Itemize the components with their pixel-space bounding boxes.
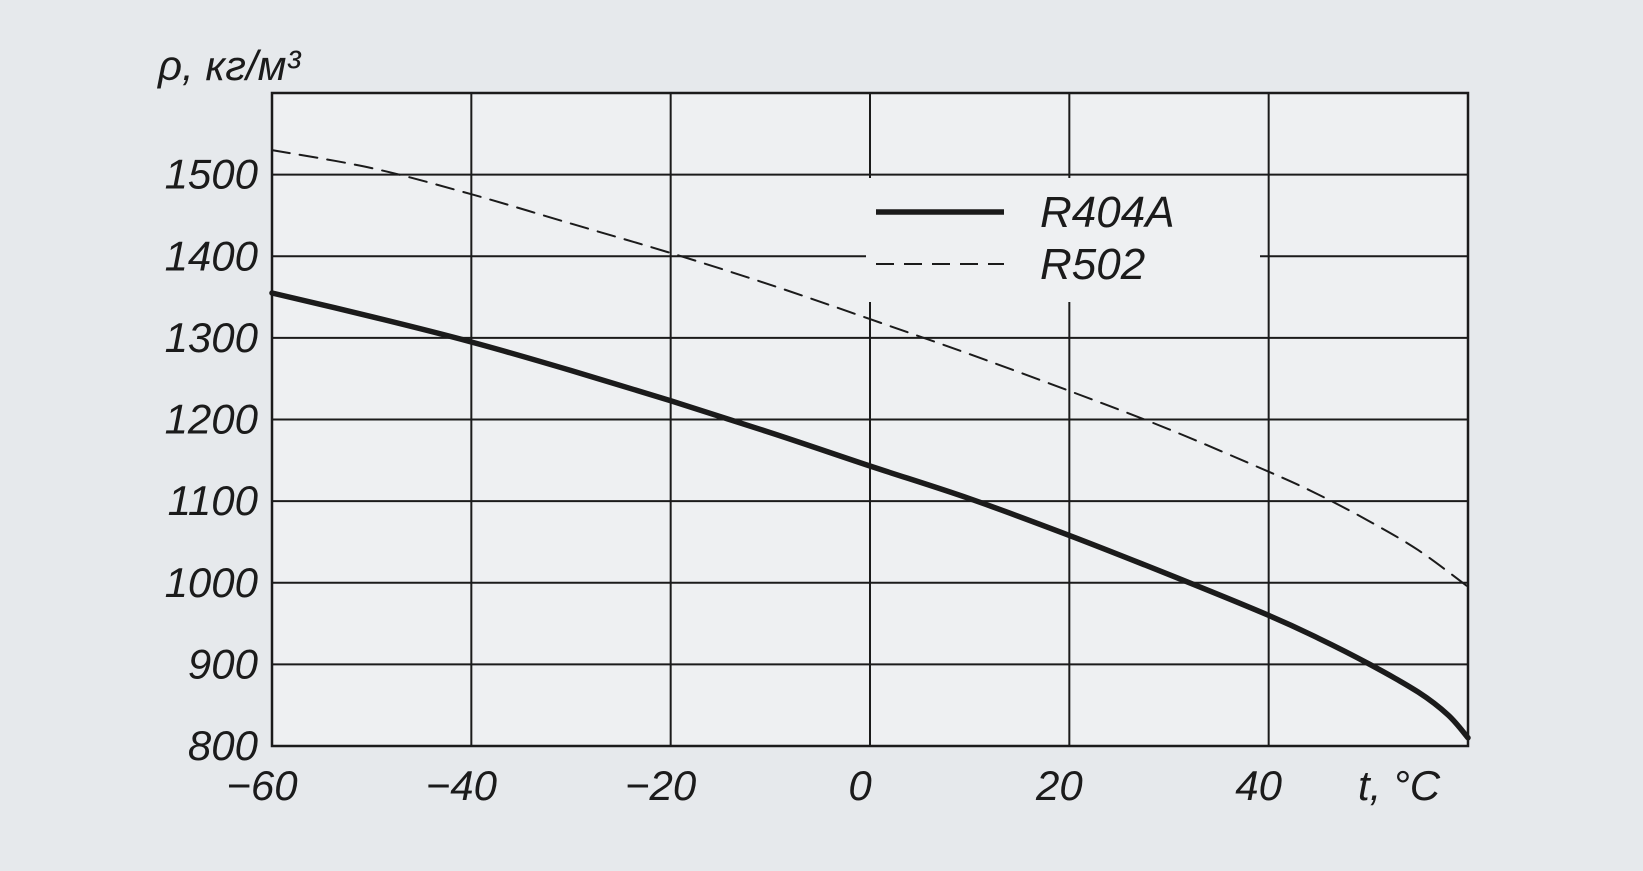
legend-box <box>866 178 1260 302</box>
y-axis-label: ρ, кг/м³ <box>156 42 301 89</box>
x-tick-label: −20 <box>625 762 697 809</box>
x-tick-label: 40 <box>1235 762 1282 809</box>
y-tick-label: 900 <box>188 640 259 687</box>
x-tick-label: −40 <box>426 762 498 809</box>
x-tick-label: 0 <box>848 762 872 809</box>
y-tick-label: 1400 <box>165 232 259 279</box>
y-tick-label: 1200 <box>165 396 259 443</box>
y-tick-label: 1100 <box>168 477 259 524</box>
y-tick-label: 1300 <box>165 314 259 361</box>
legend-label-r502: R502 <box>1040 240 1145 289</box>
y-tick-label: 800 <box>188 722 259 769</box>
y-tick-label: 1500 <box>165 151 259 198</box>
x-axis-label: t, °C <box>1358 762 1441 809</box>
x-tick-label: −60 <box>226 762 298 809</box>
x-tick-label: 20 <box>1035 762 1083 809</box>
series-line-r502 <box>271 149 1469 588</box>
legend-label-r404a: R404A <box>1040 188 1175 237</box>
y-tick-label: 1000 <box>165 559 259 606</box>
series-line-r404a <box>269 290 1471 741</box>
